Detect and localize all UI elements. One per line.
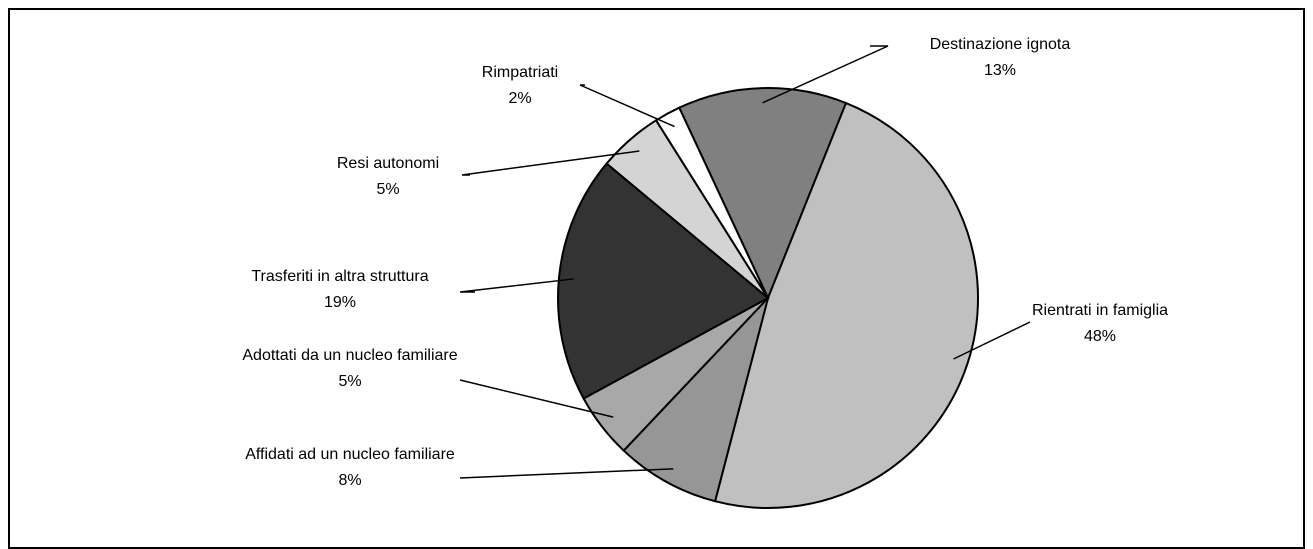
slice-value-label: 5%	[338, 373, 362, 390]
slice-category: Destinazione ignota	[929, 36, 1071, 53]
leader-line	[461, 150, 640, 176]
pie-slice	[557, 162, 770, 400]
slice-label: Destinazione ignota 13%	[880, 32, 1120, 84]
slice-label: Affidati ad un nucleo familiare 8%	[235, 442, 465, 494]
leader-line	[459, 379, 614, 418]
slice-category: Adottati da un nucleo familiare	[242, 347, 458, 364]
leader-line	[459, 468, 674, 479]
leader-line	[762, 45, 889, 104]
slice-category: Rimpatriati	[481, 64, 559, 81]
slice-category: Trasferiti in altra struttura	[251, 268, 429, 285]
chart-border	[8, 8, 1305, 549]
slice-value-label: 5%	[376, 181, 400, 198]
slice-category: Resi autonomi	[336, 155, 440, 172]
slice-label: Trasferiti in altra struttura 19%	[210, 264, 470, 316]
slice-category: Rientrati in famiglia	[1031, 302, 1169, 319]
pie-slice	[622, 297, 769, 503]
slice-label: Rientrati in famiglia 48%	[980, 298, 1220, 350]
slice-category: Affidati ad un nucleo familiare	[245, 446, 455, 463]
pie-slice	[654, 106, 769, 299]
leader-line	[579, 84, 675, 128]
slice-label: Adottati da un nucleo familiare 5%	[235, 343, 465, 395]
pie-slice	[713, 101, 979, 509]
pie-slice	[677, 87, 848, 301]
slice-value-label: 13%	[983, 62, 1017, 79]
leader-line	[953, 321, 1031, 360]
slice-value-label: 8%	[338, 472, 362, 489]
slice-value-label: 19%	[323, 294, 357, 311]
slice-label: Rimpatriati 2%	[440, 60, 600, 112]
slice-value-label: 48%	[1083, 328, 1117, 345]
leader-line	[459, 278, 574, 293]
slice-label: Resi autonomi 5%	[288, 151, 488, 203]
slice-value-label: 2%	[508, 90, 532, 107]
